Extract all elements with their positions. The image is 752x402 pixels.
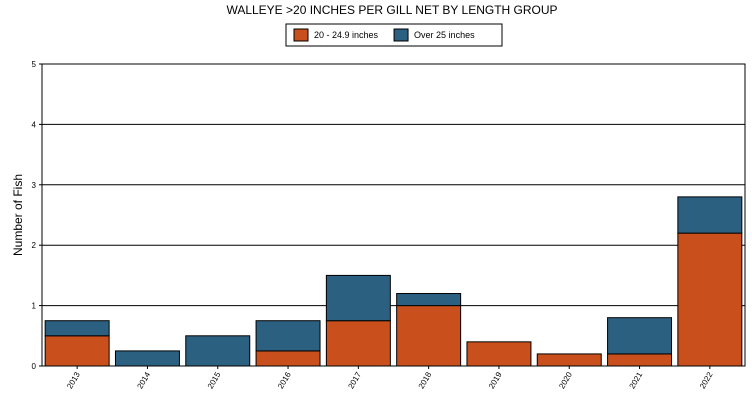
bar bbox=[536, 353, 602, 367]
bar bbox=[396, 293, 462, 307]
x-tick-label: 2015 bbox=[206, 370, 223, 390]
bar bbox=[677, 232, 743, 367]
legend-swatch bbox=[393, 28, 409, 42]
bar bbox=[44, 335, 110, 367]
bar bbox=[607, 317, 673, 355]
x-tick-label: 2017 bbox=[346, 370, 363, 390]
bar bbox=[325, 274, 391, 322]
y-tick-label: 4 bbox=[32, 120, 37, 129]
x-tick-label: 2014 bbox=[135, 370, 152, 390]
bar bbox=[185, 335, 251, 367]
y-tick-label: 5 bbox=[32, 60, 37, 69]
legend-label: 20 - 24.9 inches bbox=[314, 30, 379, 40]
bar bbox=[255, 350, 321, 367]
bar bbox=[677, 196, 743, 234]
bar bbox=[114, 350, 180, 367]
bar bbox=[466, 341, 532, 367]
x-tick-label: 2018 bbox=[417, 370, 434, 390]
x-tick-label: 2013 bbox=[65, 370, 82, 390]
plot-border bbox=[41, 63, 746, 367]
legend-swatch bbox=[293, 28, 309, 42]
y-tick-label: 2 bbox=[32, 241, 37, 250]
x-tick-label: 2022 bbox=[698, 370, 715, 390]
bar bbox=[255, 320, 321, 352]
bar bbox=[396, 305, 462, 367]
y-tick-label: 0 bbox=[32, 362, 37, 371]
x-tick-label: 2019 bbox=[487, 370, 504, 390]
y-tick-label: 3 bbox=[32, 181, 37, 190]
x-tick-label: 2016 bbox=[276, 370, 293, 390]
bar bbox=[607, 353, 673, 367]
chart-title: WALLEYE >20 INCHES PER GILL NET BY LENGT… bbox=[226, 3, 557, 17]
y-axis-label: Number of Fish bbox=[11, 174, 25, 256]
x-tick-label: 2020 bbox=[557, 370, 574, 390]
x-tick-label: 2021 bbox=[628, 370, 645, 390]
bar bbox=[44, 320, 110, 337]
y-tick-label: 1 bbox=[32, 302, 37, 311]
legend-label: Over 25 inches bbox=[414, 30, 475, 40]
bar bbox=[325, 320, 391, 367]
